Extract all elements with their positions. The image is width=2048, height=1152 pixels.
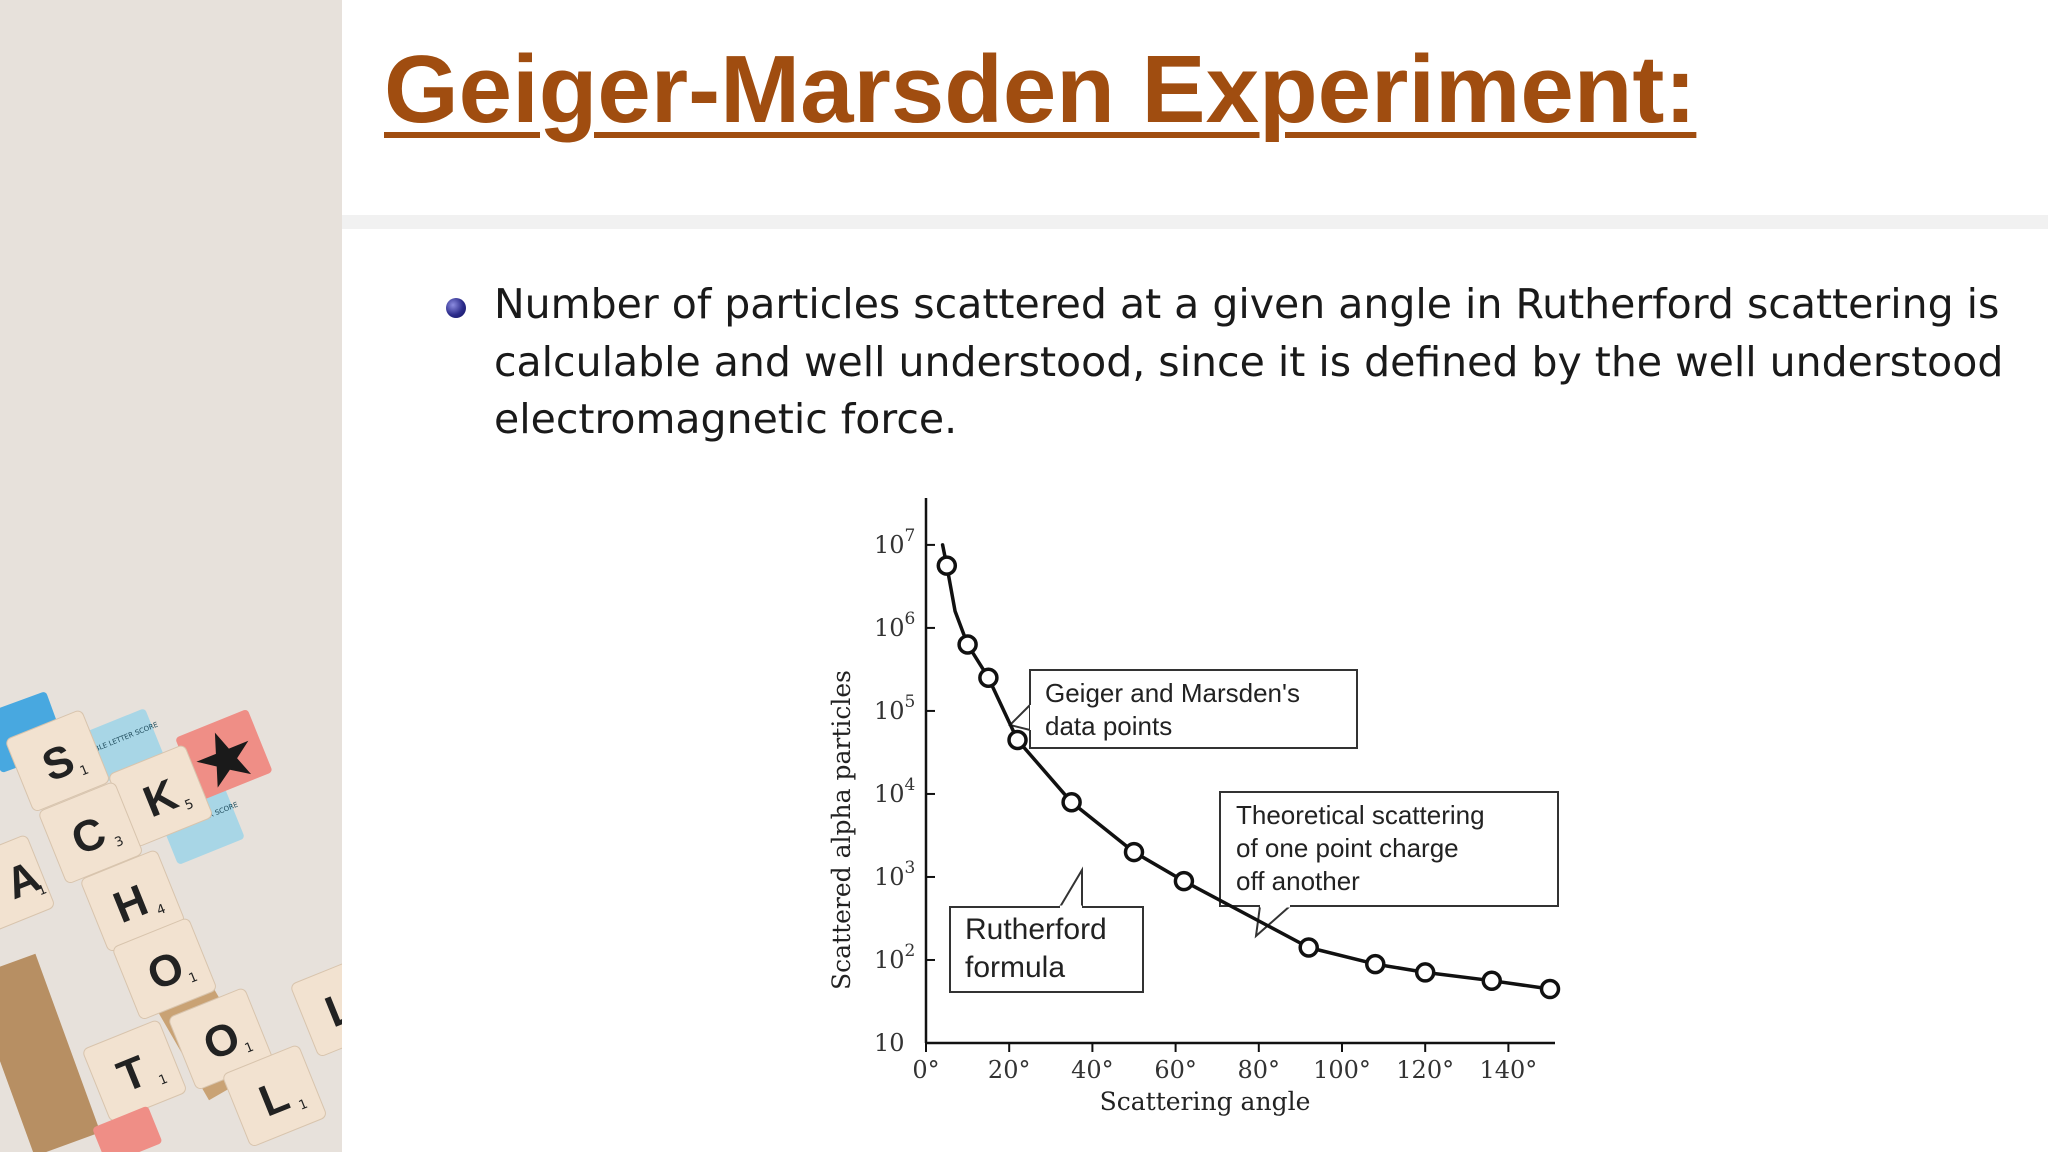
x-tick-label: 0° <box>912 1056 939 1084</box>
letter-tile: A 1 <box>0 835 54 937</box>
wooden-stick <box>0 953 101 1152</box>
x-tick-label: 100° <box>1313 1056 1371 1084</box>
y-tick-exponent: 7 <box>905 526 916 546</box>
x-axis-label: Scattering angle <box>1100 1087 1311 1116</box>
letter-tile: H 4 <box>81 850 184 952</box>
annotation-box <box>1029 669 1358 749</box>
y-tick-label: 102 <box>874 941 915 974</box>
annotation-box <box>949 906 1144 993</box>
y-tick-label: 106 <box>874 609 915 642</box>
y-tick-label: 103 <box>874 858 915 891</box>
y-tick-exponent: 6 <box>905 609 916 629</box>
bullet-text: Number of particles scattered at a given… <box>494 280 2004 443</box>
letter-tile: K 5 <box>109 745 212 847</box>
annotation-pointer <box>1058 866 1083 908</box>
data-point <box>1007 729 1028 751</box>
x-tick-label: 120° <box>1396 1056 1454 1084</box>
letter-tile: L <box>291 955 342 1057</box>
x-tick-label: 80° <box>1238 1056 1281 1084</box>
y-axis-label-group: Scattered alpha particles <box>827 670 856 990</box>
data-point <box>1298 937 1319 958</box>
data-point <box>957 634 978 655</box>
scrabble-tiles-image: DOUBLE LETTER SCORE DOUBLE LETTER SCORE … <box>0 692 342 1152</box>
data-point <box>1414 962 1436 983</box>
annotation-text: Rutherford <box>965 913 1107 946</box>
data-point <box>1061 792 1082 813</box>
data-point <box>1173 870 1195 892</box>
annotation-text: off another <box>1236 866 1360 896</box>
x-tick-label: 140° <box>1479 1056 1537 1084</box>
y-tick-label: 104 <box>874 775 915 808</box>
slide-title: Geiger-Marsden Experiment: <box>384 36 1697 143</box>
annotation-text: Geiger and Marsden's <box>1045 678 1300 708</box>
annotation-text: of one point charge <box>1236 833 1459 863</box>
y-tick-exponent: 4 <box>905 775 916 795</box>
star-square <box>176 709 272 800</box>
scattering-chart: Scattered alpha particles Scattering ang… <box>820 490 1580 1134</box>
data-point <box>1365 953 1386 975</box>
bullet-icon <box>446 298 466 318</box>
annotation-text: formula <box>965 951 1065 984</box>
chart-axes <box>924 498 1555 1045</box>
y-tick-exponent: 5 <box>905 692 916 712</box>
letter-tile: C 3 <box>39 782 142 884</box>
letter-tile: T 1 <box>83 1020 186 1122</box>
y-tick-exponent: 2 <box>905 941 916 961</box>
y-tick-label: 10 <box>874 1029 905 1057</box>
letter-tile: S 1 <box>6 710 109 812</box>
letter-tile: L 1 <box>223 1045 326 1147</box>
annotation-text: Theoretical scattering <box>1236 800 1485 830</box>
chart-canvas: Scattered alpha particles Scattering ang… <box>827 498 1561 1116</box>
star-icon <box>196 732 252 788</box>
x-tick-label: 60° <box>1154 1056 1197 1084</box>
decorative-side-panel: DOUBLE LETTER SCORE DOUBLE LETTER SCORE … <box>0 0 342 1152</box>
letter-tile: O 1 <box>113 918 216 1020</box>
data-point <box>936 555 958 576</box>
y-tick-exponent: 3 <box>905 858 916 878</box>
annotation-text: data points <box>1045 711 1172 741</box>
bonus-square-red <box>93 1106 162 1152</box>
data-points-layer <box>936 555 1561 1000</box>
y-tick-label: 105 <box>874 692 915 725</box>
x-tick-label: 40° <box>1071 1056 1114 1084</box>
data-point <box>1123 841 1145 863</box>
title-divider <box>342 215 2048 229</box>
chart-ticks: 0° 20° 40° 60° 80° 100° 120° 140° 10 102 103 104 105… <box>874 526 1537 1084</box>
y-tick-label: 107 <box>874 526 915 559</box>
y-axis-label: Scattered alpha particles <box>827 670 856 990</box>
data-point <box>978 667 999 688</box>
data-point <box>1481 970 1503 991</box>
letter-tile: O 1 <box>169 988 272 1090</box>
annotation-box <box>1219 791 1559 907</box>
x-tick-label: 20° <box>988 1056 1031 1084</box>
data-point <box>1539 978 1561 1000</box>
